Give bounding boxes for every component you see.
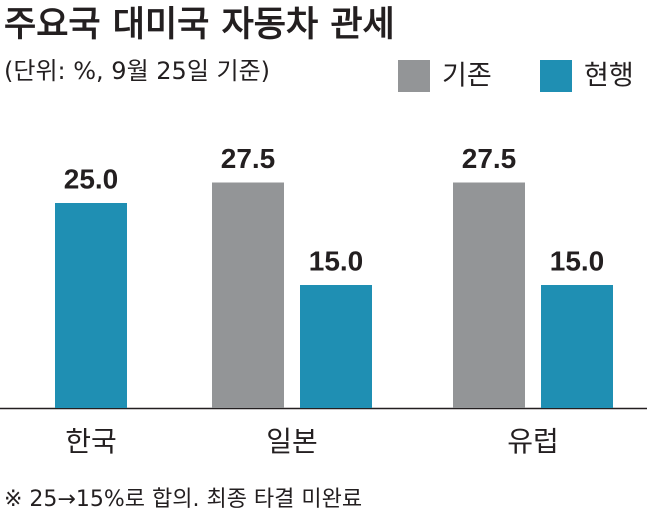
legend-swatch [540, 60, 572, 92]
chart-title: 주요국 대미국 자동차 관세 [4, 5, 395, 45]
legend-label: 기존 [442, 61, 492, 92]
bar [300, 285, 372, 408]
x-tick-label: 일본 [266, 425, 318, 458]
bar [212, 182, 284, 408]
x-tick-label: 유럽 [507, 425, 559, 458]
value-label: 27.5 [221, 143, 276, 174]
footnote: ※ 25→15%로 합의. 최종 타결 미완료 [4, 487, 362, 512]
x-tick-label: 한국 [65, 425, 117, 458]
chart-subtitle: (단위: %, 9월 25일 기준) [4, 57, 270, 85]
bar [453, 182, 525, 408]
legend-swatch [398, 60, 430, 92]
legend-label: 현행 [584, 61, 634, 92]
value-label: 15.0 [309, 245, 364, 276]
bar [541, 285, 613, 408]
bar [55, 203, 127, 408]
value-label: 15.0 [550, 245, 605, 276]
value-label: 27.5 [462, 143, 517, 174]
value-label: 25.0 [64, 163, 119, 194]
